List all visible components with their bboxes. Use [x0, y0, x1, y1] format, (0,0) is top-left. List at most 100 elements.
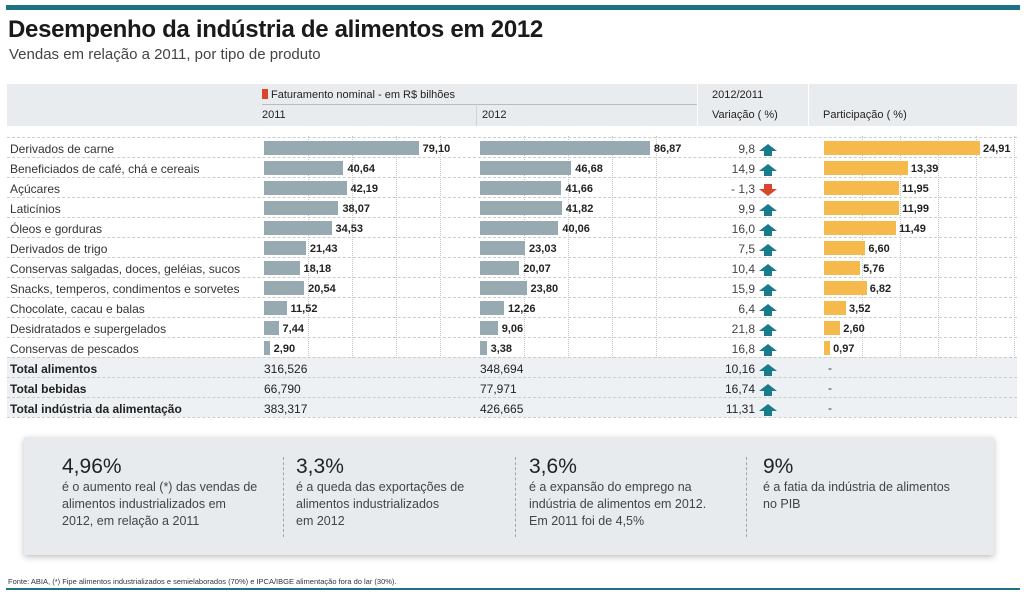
bar-2012-label: 9,06: [501, 323, 524, 335]
bar-2011-label: 38,07: [342, 203, 370, 215]
row-divider: [7, 257, 1017, 258]
arrow-up-icon: [759, 163, 777, 176]
category-label: Desidratados e supergelados: [10, 322, 167, 336]
arrow-up-icon: [759, 343, 777, 356]
gridline: [440, 136, 441, 358]
gridline: [656, 136, 657, 358]
row-divider: [7, 397, 1017, 398]
variacao-value: 16,8: [731, 342, 755, 356]
arrow-up-icon: [759, 223, 777, 236]
bar-participacao: [824, 321, 841, 335]
category-label: Snacks, temperos, condimentos e sorvetes: [10, 282, 240, 296]
fact-divider: [283, 457, 284, 537]
bar-2011-label: 34,53: [335, 223, 364, 235]
bar-2011-label: 11,52: [290, 303, 318, 315]
chart-subtitle: Vendas em relação a 2011, por tipo de pr…: [9, 46, 321, 63]
gridline: [938, 136, 939, 358]
row-divider: [7, 137, 1017, 138]
fact-desc: é a queda das exportações de: [296, 480, 465, 494]
header-2011: 2011: [262, 109, 286, 121]
fact-item: 3,3% é a queda das exportações de alimen…: [296, 455, 464, 530]
bar-2012: [480, 141, 650, 155]
category-label: Beneficiados de café, chá e cereais: [10, 162, 200, 176]
fact-value: 3,3%: [296, 455, 344, 478]
gridline: [568, 136, 569, 358]
row-divider: [7, 417, 1017, 418]
header-col-sep: [808, 84, 809, 126]
legend-swatch-icon: [262, 89, 268, 99]
variacao-value: 14,9: [731, 162, 755, 176]
total-variacao: 16,74: [724, 382, 755, 396]
bar-2012: [480, 301, 504, 315]
total-label: Total indústria da alimentação: [10, 402, 182, 416]
bar-2012: [480, 201, 562, 215]
fact-value: 9%: [763, 455, 794, 478]
bar-2012-label: 40,06: [562, 223, 590, 235]
bar-participacao-label: 13,39: [910, 163, 939, 175]
bar-2011-label: 79,10: [422, 143, 451, 155]
total-variacao: 11,31: [725, 402, 755, 416]
gridline: [976, 136, 977, 358]
bar-participacao-label: 5,76: [863, 263, 885, 275]
bar-participacao-label: 0,97: [833, 343, 855, 355]
row-divider: [7, 177, 1017, 178]
fact-divider: [515, 457, 516, 537]
bar-participacao-label: 11,49: [898, 223, 926, 235]
legend-label: Faturamento nominal - em R$ bilhões: [271, 89, 456, 101]
bar-2011: [264, 141, 419, 155]
variacao-value: 7,5: [738, 242, 755, 256]
bar-2012-label: 41,66: [565, 183, 593, 195]
row-divider: [7, 317, 1017, 318]
bar-2011-label: 42,19: [350, 183, 379, 195]
bar-participacao-label: 11,95: [901, 183, 929, 195]
bar-2011-label: 40,64: [347, 163, 375, 175]
total-2012: 77,971: [480, 382, 517, 396]
variacao-value: 21,8: [731, 322, 755, 336]
category-label: Açúcares: [10, 182, 61, 196]
header-participacao: Participação ( %): [823, 109, 907, 121]
bar-2012: [480, 261, 520, 275]
variacao-value: 10,4: [731, 262, 755, 276]
bar-participacao: [824, 261, 861, 275]
gridline: [396, 136, 397, 358]
total-label: Total bebidas: [10, 382, 87, 396]
arrow-up-icon: [759, 283, 777, 296]
bar-participacao-label: 2,60: [843, 323, 865, 335]
bar-2011-label: 21,43: [309, 243, 338, 255]
fact-desc: em 2012: [296, 514, 345, 528]
bar-participacao: [824, 241, 866, 255]
bar-2011-label: 2,90: [273, 343, 296, 355]
category-label: Conservas salgadas, doces, geléias, suco…: [10, 262, 241, 276]
top-accent-bar: [6, 5, 1020, 10]
bottom-accent-bar: [6, 588, 1020, 590]
variacao-value: 9,8: [738, 142, 755, 156]
bar-2012: [480, 161, 572, 175]
bar-2012: [480, 241, 526, 255]
bar-2012-label: 23,80: [530, 283, 559, 295]
row-divider: [7, 337, 1017, 338]
fact-desc: 2012, em relação a 2011: [62, 514, 200, 528]
fact-value: 4,96%: [62, 455, 122, 478]
fact-desc: alimentos industrializados em: [62, 497, 226, 511]
variacao-value: 6,4: [738, 302, 755, 316]
row-divider: [7, 217, 1017, 218]
fact-desc: indústria de alimentos em 2012.: [529, 497, 707, 511]
row-divider: [7, 297, 1017, 298]
arrow-up-icon: [759, 263, 777, 276]
bar-participacao: [824, 161, 908, 175]
bar-2012: [480, 321, 498, 335]
bar-participacao: [824, 141, 980, 155]
gridline: [900, 136, 901, 358]
bar-2012: [480, 181, 562, 195]
arrow-up-icon: [759, 303, 777, 316]
fact-desc: é o aumento real (*) das vendas de: [62, 480, 258, 494]
fact-value: 3,6%: [529, 455, 577, 478]
bar-2011: [264, 161, 344, 175]
bar-2012: [480, 281, 527, 295]
arrow-up-icon: [759, 363, 777, 376]
arrow-down-icon: [759, 183, 777, 196]
bar-2012-label: 23,03: [529, 243, 557, 255]
bar-2012-label: 20,07: [523, 263, 551, 275]
fact-item: 3,6% é a expansão do emprego na indústri…: [529, 455, 706, 530]
facts-panel: 4,96% é o aumento real (*) das vendas de…: [24, 437, 994, 555]
